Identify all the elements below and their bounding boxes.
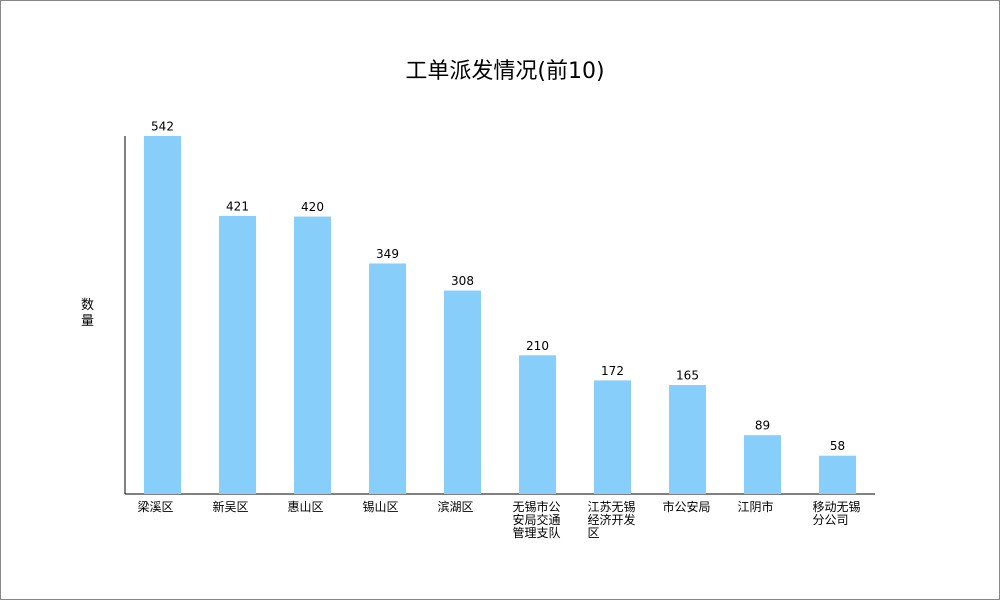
x-tick-label: 市公安局 [662, 500, 711, 514]
x-tick-label: 江阴市 [737, 500, 774, 514]
bar [519, 355, 556, 494]
value-label: 420 [301, 200, 324, 214]
value-label: 89 [755, 419, 770, 433]
chart-title: 工单派发情况(前10) [405, 59, 604, 84]
bar [294, 216, 331, 495]
bar [669, 385, 706, 494]
value-label: 172 [601, 364, 624, 378]
bar [819, 455, 856, 494]
bar [444, 290, 481, 494]
y-axis-label: 数量 [81, 298, 95, 329]
x-tick-label: 江苏无锡经济开发区 [587, 500, 636, 540]
value-label: 165 [676, 369, 699, 383]
x-tick-label: 无锡市公安局交通管理支队 [512, 500, 561, 540]
x-tick-label: 新吴区 [212, 500, 249, 514]
bar [594, 380, 631, 494]
value-label: 421 [226, 199, 249, 213]
value-label: 308 [451, 274, 474, 288]
bar [219, 215, 256, 494]
bar [369, 263, 406, 494]
x-tick-label: 惠山区 [287, 500, 324, 514]
value-label: 349 [376, 247, 399, 261]
x-tick-label: 梁溪区 [137, 500, 174, 514]
value-label: 210 [526, 339, 549, 353]
x-tick-label: 锡山区 [362, 500, 399, 514]
bar [144, 136, 181, 494]
value-label: 58 [830, 439, 845, 453]
bar [744, 435, 781, 494]
value-label: 542 [151, 120, 174, 134]
x-tick-label: 移动无锡分公司 [812, 500, 861, 527]
x-tick-label: 滨湖区 [437, 500, 474, 514]
